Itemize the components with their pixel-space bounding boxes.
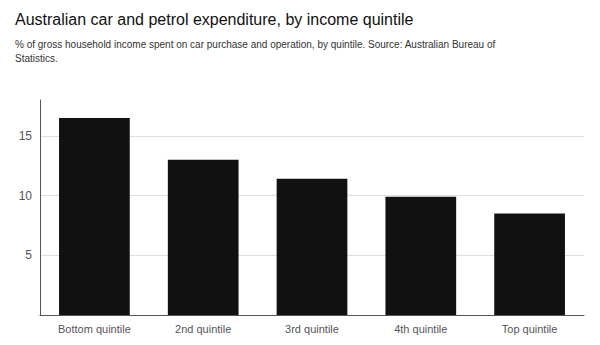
svg-text:Bottom quintile: Bottom quintile bbox=[58, 323, 131, 335]
svg-text:3rd quintile: 3rd quintile bbox=[285, 323, 339, 335]
svg-text:% of gross household income sp: % of gross household income spent on car… bbox=[15, 39, 496, 50]
svg-text:15: 15 bbox=[19, 129, 33, 143]
svg-text:5: 5 bbox=[25, 248, 32, 262]
svg-text:Top quintile: Top quintile bbox=[502, 323, 558, 335]
svg-text:Australian car and petrol expe: Australian car and petrol expenditure, b… bbox=[15, 11, 414, 28]
svg-text:2nd quintile: 2nd quintile bbox=[175, 323, 231, 335]
svg-text:4th quintile: 4th quintile bbox=[394, 323, 447, 335]
svg-text:10: 10 bbox=[19, 189, 33, 203]
svg-text:Statistics.: Statistics. bbox=[15, 53, 58, 64]
